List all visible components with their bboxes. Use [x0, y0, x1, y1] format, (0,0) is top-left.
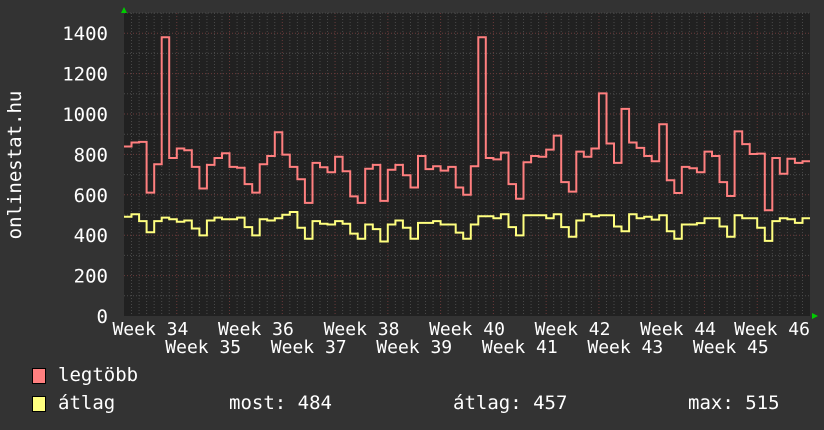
x-tick-label: Week 37 [271, 337, 347, 358]
x-tick-label: Week 46 [734, 319, 810, 340]
series-line-legtobb [124, 36, 810, 212]
x-tick-label: Week 45 [693, 337, 769, 358]
y-tick-label: 1400 [62, 23, 108, 45]
x-tick-label: Week 43 [587, 337, 663, 358]
legend-label-atlag: átlag [58, 392, 116, 414]
legend-swatch-atlag [32, 396, 46, 412]
y-tick-label: 400 [74, 225, 108, 247]
stat-atlag: átlag: 457 [453, 392, 568, 414]
x-tick-label: Week 41 [482, 337, 558, 358]
y-tick-label: 200 [74, 266, 108, 288]
stat-most: most: 484 [229, 392, 332, 414]
x-tick-label: Week 38 [324, 319, 400, 340]
series-lines [124, 36, 810, 243]
plot-area [124, 13, 810, 316]
y-tick-label: 800 [74, 144, 108, 166]
legend-swatch-legtobb [32, 368, 46, 384]
y-tick-label: 1200 [62, 64, 108, 86]
x-tick-label: Week 39 [376, 337, 452, 358]
x-tick-label: Week 40 [429, 319, 505, 340]
y-axis-ticks: 0 200 400 600 800 1000 1200 1400 [62, 23, 108, 328]
y-tick-label: 0 [97, 306, 108, 328]
y-axis-label: onlinestat.hu [4, 91, 26, 240]
x-tick-label: Week 42 [535, 319, 611, 340]
series-line-atlag [124, 211, 810, 243]
y-tick-label: 600 [74, 185, 108, 207]
x-tick-label: Week 36 [218, 319, 294, 340]
x-tick-label: Week 35 [165, 337, 241, 358]
x-axis-arrow-icon [812, 313, 818, 319]
grid [124, 12, 810, 316]
x-tick-label: Week 44 [640, 319, 716, 340]
y-axis-arrow-icon [121, 7, 127, 13]
stat-max: max: 515 [688, 392, 780, 414]
legend-label-legtobb: legtöbb [58, 364, 139, 386]
x-tick-label: Week 34 [112, 319, 188, 340]
y-tick-label: 1000 [62, 104, 108, 126]
